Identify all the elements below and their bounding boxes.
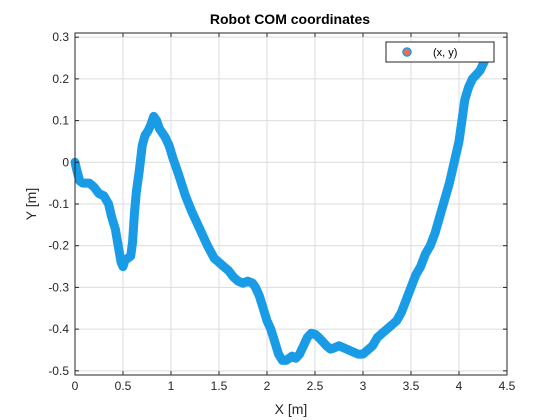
- x-tick-label: 0: [72, 379, 79, 393]
- x-tick-label: 1: [168, 379, 175, 393]
- y-tick-label: -0.4: [48, 322, 69, 336]
- chart-title: Robot COM coordinates: [210, 11, 370, 27]
- legend-box: [385, 41, 495, 63]
- y-tick-label: 0: [62, 155, 69, 169]
- x-tick-label: 4: [456, 379, 463, 393]
- y-tick-label: 0.1: [52, 114, 69, 128]
- x-tick-label: 3.5: [403, 379, 420, 393]
- y-tick-label: -0.2: [48, 239, 69, 253]
- x-tick-label: 4.5: [499, 379, 516, 393]
- y-tick-label: 0.2: [52, 72, 69, 86]
- x-tick-label: 0.5: [115, 379, 132, 393]
- x-tick-label: 1.5: [211, 379, 228, 393]
- y-tick-label: -0.5: [48, 364, 69, 378]
- y-axis-label: Y [m]: [23, 188, 39, 220]
- x-axis-label: X [m]: [275, 401, 308, 417]
- y-tick-label: -0.3: [48, 280, 69, 294]
- grid: [74, 33, 508, 375]
- legend-marker: [402, 47, 412, 57]
- y-tick-label: 0.3: [52, 30, 69, 44]
- x-tick-label: 2: [264, 379, 271, 393]
- series-line: [70, 45, 493, 365]
- x-tick-label: 2.5: [307, 379, 324, 393]
- legend: (x, y): [385, 41, 495, 63]
- x-tick-label: 3: [360, 379, 367, 393]
- legend-label: (x, y): [433, 47, 457, 59]
- y-tick-label: -0.1: [48, 197, 69, 211]
- ticks: 0 0.5 1 1.5 2 2.5 3 3.5 4 4.5 -0.5 -0.4 -0.3 -0.2 -0.1…: [48, 30, 515, 393]
